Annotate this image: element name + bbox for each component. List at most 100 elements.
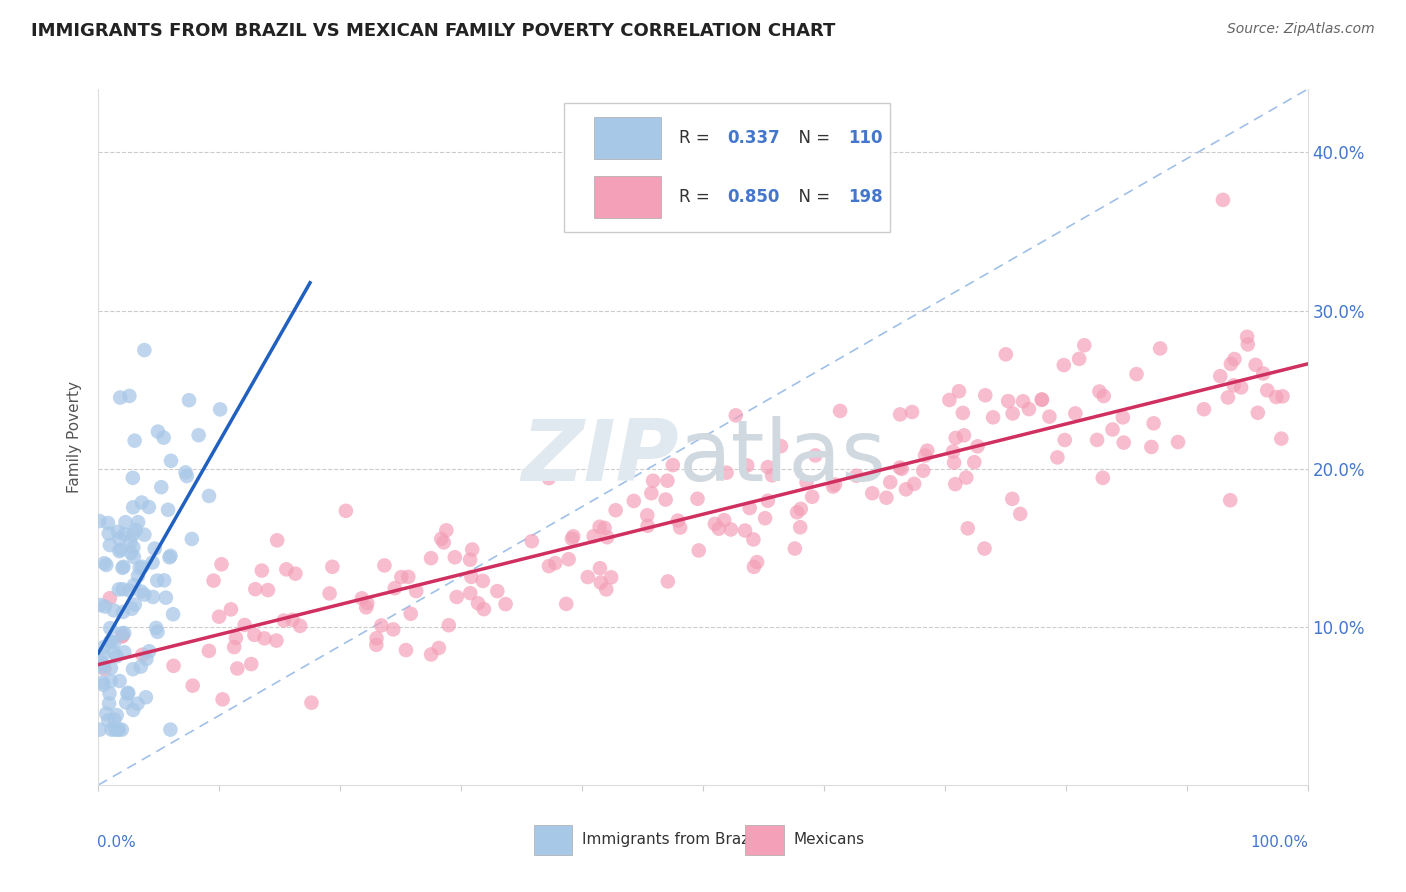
Point bbox=[1256, 384, 1278, 398]
Point bbox=[953, 428, 976, 442]
Point bbox=[100, 661, 122, 675]
Point bbox=[160, 454, 183, 468]
Point bbox=[1046, 450, 1069, 465]
Point bbox=[111, 582, 134, 597]
Point bbox=[233, 618, 256, 632]
Point bbox=[318, 586, 340, 600]
Point bbox=[952, 406, 974, 420]
Point bbox=[122, 662, 145, 676]
Point bbox=[122, 578, 145, 592]
Point bbox=[1001, 407, 1024, 421]
Point bbox=[756, 460, 779, 475]
Point bbox=[1012, 394, 1035, 409]
Text: Immigrants from Brazil: Immigrants from Brazil bbox=[582, 832, 758, 847]
Bar bbox=[534, 825, 572, 855]
Point bbox=[97, 516, 120, 530]
Point bbox=[240, 657, 263, 671]
Point bbox=[125, 523, 148, 537]
Point bbox=[356, 596, 378, 610]
Point bbox=[955, 470, 977, 484]
Point bbox=[890, 462, 912, 476]
Point bbox=[202, 574, 225, 588]
Point bbox=[1038, 409, 1060, 424]
Point bbox=[91, 660, 114, 674]
Point bbox=[127, 515, 149, 529]
Point bbox=[1167, 435, 1189, 450]
Point bbox=[735, 458, 758, 473]
Point bbox=[724, 409, 747, 423]
Point bbox=[458, 586, 481, 600]
Point bbox=[938, 392, 960, 407]
Point bbox=[350, 591, 373, 606]
Point bbox=[948, 384, 970, 399]
Point bbox=[686, 491, 709, 506]
Point bbox=[458, 553, 481, 567]
Point bbox=[114, 527, 136, 541]
Point bbox=[370, 618, 392, 632]
Point bbox=[174, 466, 197, 480]
Point bbox=[1125, 367, 1147, 381]
Point bbox=[211, 558, 233, 572]
Text: 198: 198 bbox=[848, 188, 883, 206]
Point bbox=[110, 542, 132, 557]
Point bbox=[108, 391, 131, 405]
Point bbox=[467, 596, 489, 610]
Point bbox=[1001, 491, 1024, 506]
Point bbox=[1222, 378, 1244, 392]
Point bbox=[945, 431, 967, 445]
Point bbox=[98, 591, 121, 606]
Point bbox=[288, 619, 311, 633]
Point bbox=[117, 686, 139, 700]
Point bbox=[117, 686, 139, 700]
Point bbox=[399, 607, 422, 621]
Point bbox=[801, 490, 824, 504]
Point bbox=[1192, 402, 1215, 417]
Point bbox=[108, 544, 131, 558]
Point bbox=[720, 523, 742, 537]
Point bbox=[761, 468, 783, 483]
Point bbox=[98, 697, 121, 711]
Text: N =: N = bbox=[787, 188, 835, 206]
Point bbox=[1270, 432, 1292, 446]
Point bbox=[118, 389, 141, 403]
Point bbox=[1265, 390, 1288, 404]
Point bbox=[1247, 406, 1270, 420]
Point bbox=[657, 574, 679, 589]
Point bbox=[146, 425, 169, 439]
Point bbox=[366, 638, 388, 652]
Text: R =: R = bbox=[679, 188, 714, 206]
Point bbox=[108, 582, 131, 597]
Point bbox=[122, 527, 145, 541]
Point bbox=[138, 500, 160, 514]
Text: N =: N = bbox=[787, 129, 835, 147]
Point bbox=[901, 405, 924, 419]
Point bbox=[96, 558, 118, 572]
Point bbox=[112, 626, 135, 640]
Point bbox=[707, 522, 730, 536]
Point bbox=[198, 489, 221, 503]
Point bbox=[111, 628, 134, 642]
Point bbox=[662, 458, 685, 472]
Point bbox=[434, 524, 457, 538]
Point bbox=[427, 640, 450, 655]
Point bbox=[97, 714, 120, 728]
Point bbox=[790, 501, 813, 516]
Point bbox=[879, 475, 901, 490]
Point bbox=[1223, 352, 1246, 367]
Point bbox=[131, 648, 153, 662]
Point bbox=[745, 555, 768, 569]
Point bbox=[640, 486, 662, 500]
Point bbox=[903, 476, 925, 491]
Point bbox=[141, 556, 163, 570]
Point bbox=[443, 550, 465, 565]
Point bbox=[994, 347, 1017, 361]
Point bbox=[100, 674, 122, 689]
Point bbox=[124, 598, 146, 612]
Point bbox=[187, 428, 209, 442]
Point bbox=[98, 621, 121, 635]
Point bbox=[1053, 433, 1076, 447]
Point bbox=[97, 526, 120, 541]
Point bbox=[783, 541, 806, 556]
Point bbox=[103, 635, 125, 649]
Point bbox=[122, 703, 145, 717]
